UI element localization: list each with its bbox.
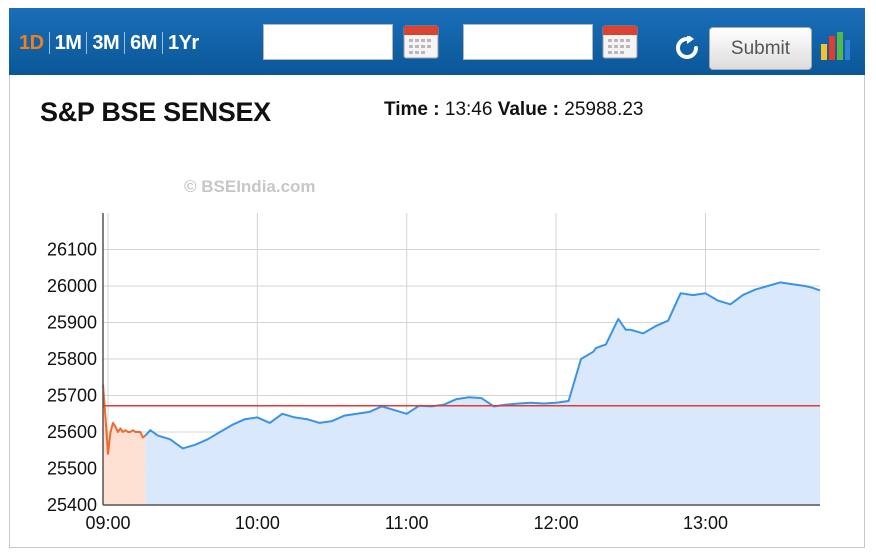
y-tick-label: 25800 — [47, 349, 97, 369]
watermark: © BSEIndia.com — [184, 177, 316, 196]
y-tick-label: 25500 — [47, 459, 97, 479]
x-tick-label: 13:00 — [683, 513, 728, 533]
area-fills — [103, 282, 821, 505]
series-lines — [102, 281, 821, 455]
tab-1m[interactable]: 1M — [54, 31, 82, 54]
tab-1d[interactable]: 1D — [19, 31, 44, 54]
to-date-input[interactable] — [463, 24, 593, 60]
preopen-area — [103, 384, 146, 505]
y-tick-label: 25600 — [47, 422, 97, 442]
x-tick-label: 09:00 — [85, 513, 130, 533]
tab-divider — [161, 32, 163, 54]
from-date-input[interactable] — [263, 24, 393, 60]
refresh-icon[interactable] — [675, 36, 699, 60]
y-tick-label: 25900 — [47, 313, 97, 333]
time-label: Time : — [384, 99, 440, 120]
value-value: 25988.23 — [564, 99, 644, 120]
value-label: Value : — [497, 99, 559, 120]
tab-6m[interactable]: 6M — [130, 31, 157, 54]
axes: 25400 25500 25600 25700 25800 25900 26000 26100… — [47, 213, 820, 533]
calendar-icon[interactable] — [601, 23, 639, 61]
tab-divider — [48, 32, 50, 54]
toolbar: 1D 1M 3M 6M 1Yr Submit — [9, 8, 865, 75]
tab-1yr[interactable]: 1Yr — [167, 31, 199, 54]
x-tick-label: 10:00 — [235, 513, 280, 533]
time-value-readout: Time : 13:46 Value : 25988.23 — [384, 99, 644, 121]
x-tick-label: 11:00 — [385, 513, 429, 533]
tab-3m[interactable]: 3M — [92, 31, 120, 54]
range-tabs: 1D 1M 3M 6M 1Yr — [16, 30, 202, 56]
session-area — [145, 282, 821, 505]
index-title: S&P BSE SENSEX — [40, 97, 271, 127]
y-tick-label: 26100 — [47, 240, 97, 260]
tab-divider — [86, 32, 88, 54]
y-tick-label: 25700 — [47, 386, 97, 406]
x-tick-label: 12:00 — [534, 513, 579, 533]
tab-divider — [124, 32, 126, 54]
y-tick-label: 26000 — [47, 276, 97, 296]
calendar-icon[interactable] — [402, 23, 440, 61]
preopen-line — [102, 384, 146, 455]
time-value: 13:46 — [444, 99, 493, 120]
bar-chart-icon[interactable] — [819, 30, 851, 62]
submit-button[interactable]: Submit — [709, 27, 812, 70]
y-tick-label: 25400 — [47, 495, 97, 515]
